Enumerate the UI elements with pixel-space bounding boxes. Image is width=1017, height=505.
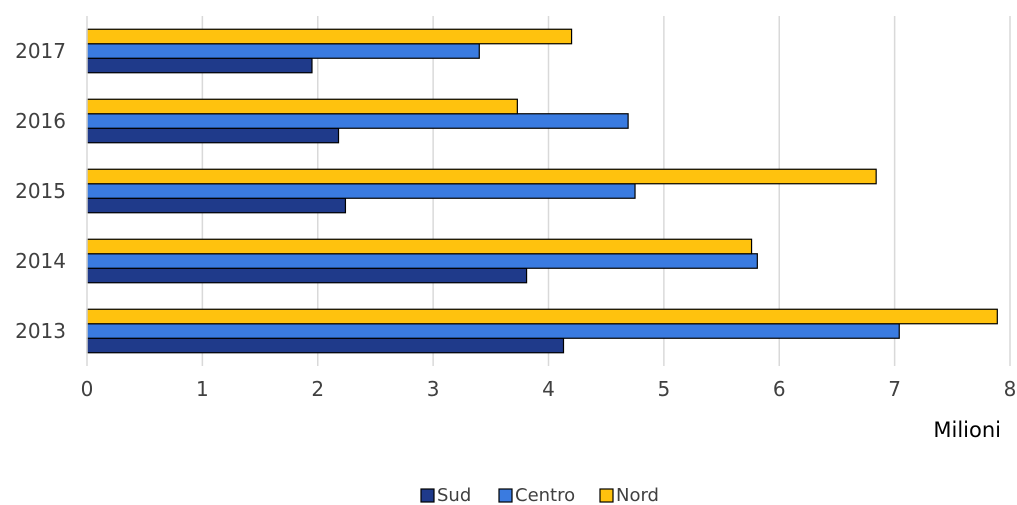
legend-swatch-nord [599, 488, 614, 503]
x-tick-labels: 0 1 2 3 4 5 6 7 8 [81, 377, 1017, 401]
bar-marks [86, 28, 998, 354]
x-tick-label: 3 [427, 377, 440, 401]
x-tick-label: 1 [196, 377, 209, 401]
bar-sud-2013 [86, 337, 565, 354]
bar-nord-2016 [86, 98, 518, 115]
legend-label-sud: Sud [437, 485, 471, 505]
bar-nord-2017 [86, 28, 573, 45]
bar-sud-2016 [86, 127, 340, 144]
category-label: 2017 [15, 39, 66, 63]
x-tick-label: 4 [542, 377, 555, 401]
x-tick-label: 0 [81, 377, 94, 401]
legend-label-nord: Nord [616, 485, 659, 505]
bar-nord-2015 [86, 168, 877, 185]
category-label: 2015 [15, 179, 66, 203]
legend-label-centro: Centro [515, 485, 575, 505]
x-tick-label: 6 [773, 377, 786, 401]
x-tick-label: 7 [888, 377, 901, 401]
bar-centro-2016 [86, 113, 629, 129]
bar-centro-2015 [86, 183, 636, 199]
bar-sud-2015 [86, 197, 347, 214]
category-label: 2016 [15, 109, 66, 133]
x-tick-label: 5 [658, 377, 671, 401]
category-label: 2013 [15, 319, 66, 343]
legend-swatch-sud [420, 488, 435, 503]
bar-sud-2014 [86, 267, 528, 284]
bar-centro-2014 [86, 253, 758, 269]
category-labels: 2013 2014 2015 2016 2017 [15, 39, 66, 343]
bar-sud-2017 [86, 57, 313, 74]
x-tick-label: 2 [311, 377, 324, 401]
legend-swatch-centro [498, 488, 513, 503]
bar-centro-2013 [86, 323, 900, 339]
x-axis-unit-label: Milioni [933, 418, 1001, 442]
x-tick-label: 8 [1004, 377, 1017, 401]
bar-nord-2013 [86, 308, 998, 325]
category-label: 2014 [15, 249, 66, 273]
bar-nord-2014 [86, 238, 753, 255]
bar-centro-2017 [86, 43, 480, 59]
legend: Sud Centro Nord [420, 485, 659, 505]
